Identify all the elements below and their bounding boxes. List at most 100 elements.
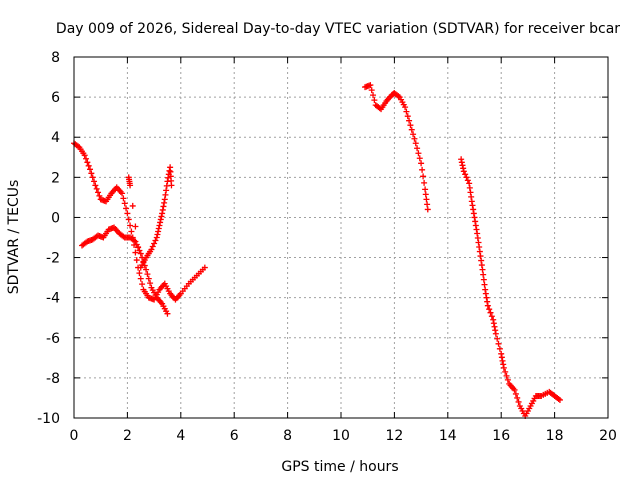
data-point [406,117,413,124]
data-point [127,222,134,229]
data-point [410,131,417,138]
data-point [412,140,419,147]
data-point [151,240,158,247]
series-arc-4 [362,82,431,213]
data-point [422,191,429,198]
data-point [149,243,156,250]
data-point [416,155,423,162]
data-point [148,246,155,253]
data-point [120,233,127,240]
y-tick-label: -6 [46,331,60,347]
data-point [129,202,136,209]
data-point [147,280,154,287]
data-point [163,187,170,194]
x-tick-label: 16 [492,428,510,444]
data-point [96,192,103,199]
data-point [480,276,487,283]
data-point [490,320,497,327]
data-point [158,213,165,220]
data-point [420,173,427,180]
data-point [511,386,518,393]
data-point [498,354,505,361]
data-point [460,165,467,172]
data-point [407,122,414,129]
data-point [496,345,503,352]
data-point [152,237,159,244]
data-point [92,182,99,189]
data-point [415,150,422,157]
data-point [132,238,139,245]
data-point [498,350,505,357]
data-point [123,205,130,212]
data-point [419,166,426,173]
data-point [85,162,92,169]
data-point [135,244,142,251]
data-point [463,174,470,181]
data-point [471,214,478,221]
tick-labels: 0 2 4 6 8 10 12 14 16 18 20 -10 -8 -6 -4 -2 0 2 4 6 8 [37,50,617,444]
data-point [131,237,138,244]
x-tick-label: 2 [123,428,132,444]
y-tick-label: 8 [51,50,60,66]
x-tick-label: 4 [176,428,185,444]
data-point [143,266,150,273]
x-tick-label: 6 [230,428,239,444]
data-point [145,275,152,282]
data-point [469,202,476,209]
data-point [459,162,466,169]
data-point [424,206,431,213]
data-point [472,222,479,229]
data-point [119,190,126,197]
data-point [491,323,498,330]
chart-title: Day 009 of 2026, Sidereal Day-to-day VTE… [56,21,620,37]
data-point [128,228,135,235]
data-point [144,271,151,278]
data-point [492,330,499,337]
data-point [159,210,166,217]
data-point [155,228,162,235]
data-point [136,247,143,254]
data-points [71,82,563,419]
data-point [201,264,208,271]
y-tick-label: 4 [51,130,60,146]
y-tick-label: -4 [46,291,60,307]
y-tick-label: 2 [51,170,60,186]
data-point [133,257,140,264]
data-point [475,239,482,246]
data-point [500,361,507,368]
data-point [93,185,100,192]
data-point [472,218,479,225]
data-point [87,166,94,173]
data-point [418,160,425,167]
x-tick-label: 20 [599,428,617,444]
data-point [467,189,474,196]
data-point [157,219,164,226]
x-axis-label: GPS time / hours [281,459,398,475]
data-point [495,340,502,347]
data-point [414,145,421,152]
data-point [84,159,91,166]
data-point [492,327,499,334]
data-point [91,178,98,185]
data-point [159,206,166,213]
data-point [81,152,88,159]
series-arc-1 [71,140,208,303]
data-point [504,376,511,383]
data-point [367,82,374,89]
data-point [89,174,96,181]
data-point [487,309,494,316]
data-point [482,290,489,297]
data-point [121,200,128,207]
data-point [421,179,428,186]
data-point [488,313,495,320]
data-point [468,193,475,200]
data-point [370,92,377,99]
data-point [137,275,144,282]
data-point [482,286,489,293]
data-point [368,87,375,94]
x-tick-label: 8 [283,428,292,444]
data-point [481,281,488,288]
data-point [458,156,465,163]
data-point [556,396,563,403]
y-axis-label: SDTVAR / TECUs [6,180,22,295]
